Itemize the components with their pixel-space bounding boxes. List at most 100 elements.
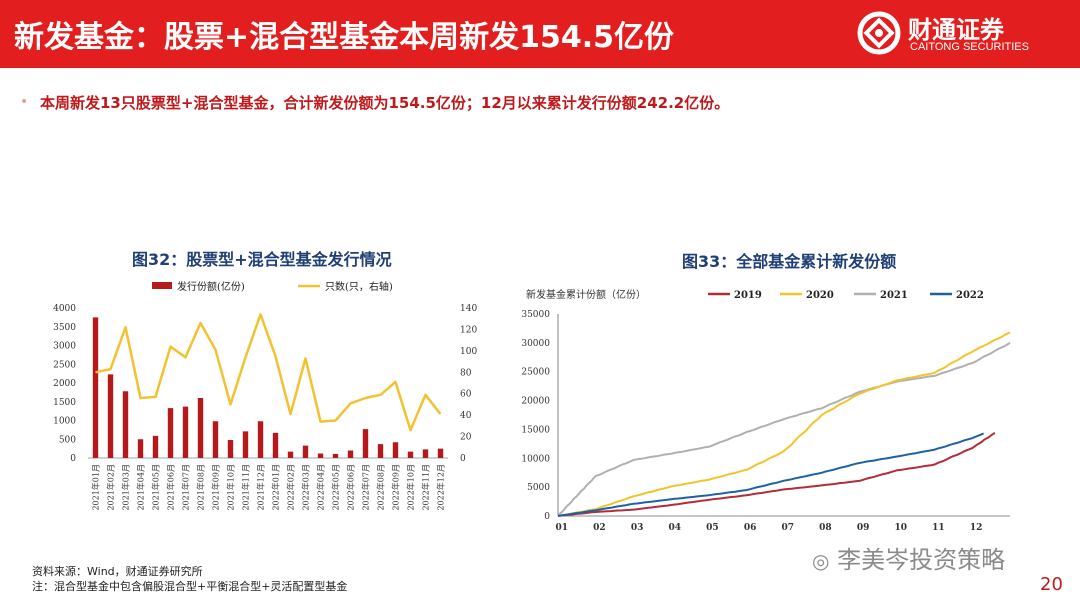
y-right-tick-label-7: 140 xyxy=(460,304,477,314)
x-tick-label-14: 2022年03月 xyxy=(301,464,311,511)
y-axis-title: 新发基金累计份额（亿份） xyxy=(526,288,646,301)
x-tick-label-2: 2021年03月 xyxy=(121,464,131,511)
y-left-tick-label-8: 4000 xyxy=(53,304,76,314)
x-tick-label-20: 2022年09月 xyxy=(391,464,401,511)
logo-emblem-icon xyxy=(857,11,901,55)
page-number: 20 xyxy=(1040,574,1063,595)
bar-16 xyxy=(332,453,339,458)
y-left-tick-label-4: 2000 xyxy=(53,379,76,389)
y-left-tick-label-2: 1000 xyxy=(53,417,76,427)
x-tick-label-5: 2021年06月 xyxy=(166,464,176,511)
bar-9 xyxy=(227,440,234,458)
x-tick-label-13: 2022年02月 xyxy=(286,464,296,511)
y-tick-label-2: 10000 xyxy=(521,454,550,464)
x-tick-label-7: 2021年08月 xyxy=(196,464,206,511)
x-tick-label-1: 02 xyxy=(593,523,606,533)
watermark-text: 李美岑投资策略 xyxy=(837,546,1006,574)
x-tick-label-4: 2021年05月 xyxy=(151,464,161,511)
header-bar: 新发基金：股票+混合型基金本周新发154.5亿份 财通证券 CAITONG SE… xyxy=(0,0,1080,68)
summary-bullet: 本周新发13只股票型+混合型基金，合计新发份额为154.5亿份；12月以来累计发… xyxy=(40,94,730,112)
y-right-tick-label-4: 80 xyxy=(460,368,472,378)
x-tick-label-7: 08 xyxy=(819,523,832,533)
bar-20 xyxy=(392,442,399,458)
bar-22 xyxy=(422,449,429,458)
bar-12 xyxy=(272,432,279,458)
y-right-tick-label-6: 120 xyxy=(460,325,477,335)
bar-3 xyxy=(137,439,144,458)
series-line-2019 xyxy=(557,432,996,517)
bullet-dot-icon: • xyxy=(20,94,29,110)
x-tick-label-18: 2022年07月 xyxy=(361,464,371,511)
series-line-2022 xyxy=(557,432,984,517)
x-tick-label-1: 2021年02月 xyxy=(106,464,116,511)
bar-11 xyxy=(257,421,264,458)
y-tick-label-5: 25000 xyxy=(521,368,550,378)
x-tick-label-23: 2022年12月 xyxy=(436,464,446,511)
x-tick-label-11: 2021年12月 xyxy=(256,464,266,511)
chart33-cumulative-issuance: 新发基金累计份额（亿份） 2019 2020 2021 2022 0 5000 10000 15… xyxy=(521,288,1011,533)
y-left-tick-label-5: 2500 xyxy=(53,360,76,370)
legend-label-2022: 2022 xyxy=(956,290,984,301)
y-right-tick-label-0: 0 xyxy=(460,454,466,464)
footnote: 注：混合型基金中包含偏股混合型+平衡混合型+灵活配置型基金 xyxy=(32,580,348,593)
x-tick-label-0: 01 xyxy=(556,523,569,533)
y-right-tick-label-5: 100 xyxy=(460,347,477,357)
logo-chinese-name: 财通证券 xyxy=(908,16,1004,44)
brand-logo: 财通证券 CAITONG SECURITIES xyxy=(856,10,1056,58)
y-left-tick-label-3: 1500 xyxy=(53,398,76,408)
bar-1 xyxy=(107,374,114,458)
x-tick-label-10: 2021年11月 xyxy=(241,464,251,511)
bar-5 xyxy=(167,408,174,458)
source-note: 资料来源：Wind，财通证券研究所 xyxy=(32,565,203,578)
x-tick-label-10: 11 xyxy=(932,523,945,533)
x-tick-label-2: 03 xyxy=(631,523,644,533)
y-left-tick-label-7: 3500 xyxy=(53,323,76,333)
y-left-tick-label-0: 0 xyxy=(70,454,76,464)
y-left-tick-label-6: 3000 xyxy=(53,342,76,352)
x-tick-label-9: 2021年10月 xyxy=(226,464,236,511)
y-tick-label-0: 0 xyxy=(544,512,550,522)
legend-bar-swatch xyxy=(152,282,172,289)
x-tick-label-6: 07 xyxy=(782,523,795,533)
x-tick-label-8: 09 xyxy=(857,523,870,533)
y-tick-label-4: 20000 xyxy=(521,397,550,407)
wechat-icon: ◎ xyxy=(812,549,830,573)
bar-13 xyxy=(287,451,294,458)
legend-label-2021: 2021 xyxy=(880,290,908,301)
y-tick-label-6: 30000 xyxy=(521,339,550,349)
bar-4 xyxy=(152,435,159,458)
bar-0 xyxy=(92,317,99,458)
bar-2 xyxy=(122,391,129,458)
x-tick-label-3: 04 xyxy=(669,523,682,533)
bar-23 xyxy=(437,448,444,458)
watermark: ◎ 李美岑投资策略 xyxy=(812,540,1005,575)
bar-14 xyxy=(302,445,309,458)
legend-bar-label: 发行份额(亿份) xyxy=(177,280,245,293)
y-right-tick-label-3: 60 xyxy=(460,390,472,400)
x-tick-label-6: 2021年07月 xyxy=(181,464,191,511)
bar-17 xyxy=(347,450,354,458)
bar-8 xyxy=(212,421,219,458)
page-title: 新发基金：股票+混合型基金本周新发154.5亿份 xyxy=(14,20,675,55)
series-line-2021 xyxy=(557,342,1011,517)
bar-15 xyxy=(317,453,324,458)
x-tick-label-22: 2022年11月 xyxy=(421,464,431,511)
y-tick-label-7: 35000 xyxy=(521,310,550,320)
chart33-title: 图33：全部基金累计新发份额 xyxy=(682,252,897,271)
y-left-tick-label-1: 500 xyxy=(59,435,76,445)
x-tick-label-16: 2022年05月 xyxy=(331,464,341,511)
bar-7 xyxy=(197,398,204,458)
x-tick-label-12: 2022年01月 xyxy=(271,464,281,511)
x-tick-label-11: 12 xyxy=(970,523,983,533)
x-tick-label-9: 10 xyxy=(895,523,908,533)
bar-18 xyxy=(362,429,369,458)
y-tick-label-3: 15000 xyxy=(521,425,550,435)
x-tick-label-15: 2022年04月 xyxy=(316,464,326,511)
x-tick-label-3: 2021年04月 xyxy=(136,464,146,511)
x-tick-label-19: 2022年08月 xyxy=(376,464,386,511)
bar-10 xyxy=(242,431,249,458)
chart32-fund-issuance: 发行份额(亿份) 只数(只，右轴)050010001500200025003000… xyxy=(53,280,477,511)
chart32-title: 图32：股票型+混合型基金发行情况 xyxy=(132,250,392,269)
legend-line-label: 只数(只，右轴) xyxy=(325,280,393,293)
bar-19 xyxy=(377,444,384,458)
